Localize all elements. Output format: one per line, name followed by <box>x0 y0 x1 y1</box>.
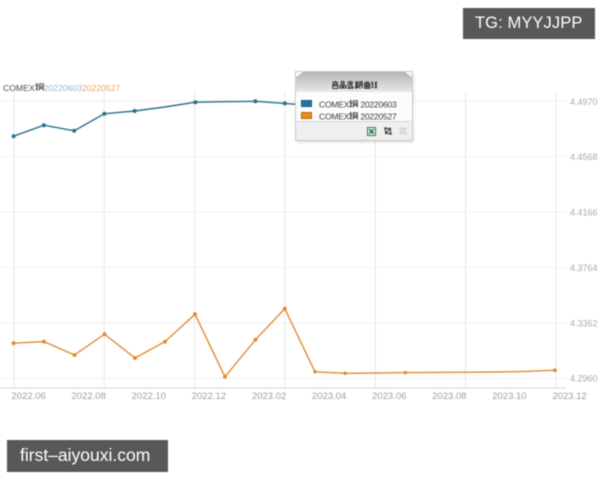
svg-text:4.4166: 4.4166 <box>570 208 598 218</box>
svg-text:2023.04: 2023.04 <box>312 391 346 402</box>
svg-text:2022.08: 2022.08 <box>72 391 106 402</box>
svg-text:2022.12: 2022.12 <box>192 391 226 402</box>
svg-text:4.2960: 4.2960 <box>570 374 598 384</box>
svg-text:2022.06: 2022.06 <box>11 391 45 402</box>
svg-text:2023.08: 2023.08 <box>432 391 466 402</box>
svg-text:4.4568: 4.4568 <box>570 152 598 162</box>
svg-text:2023.02: 2023.02 <box>252 391 286 402</box>
svg-text:2023.10: 2023.10 <box>492 391 526 402</box>
svg-text:2023.12: 2023.12 <box>552 391 586 402</box>
svg-text:2022.10: 2022.10 <box>132 391 166 402</box>
svg-text:4.3764: 4.3764 <box>570 263 598 273</box>
svg-text:4.3362: 4.3362 <box>570 319 598 329</box>
svg-text:2023.06: 2023.06 <box>372 391 406 402</box>
svg-text:4.4970: 4.4970 <box>570 97 598 107</box>
